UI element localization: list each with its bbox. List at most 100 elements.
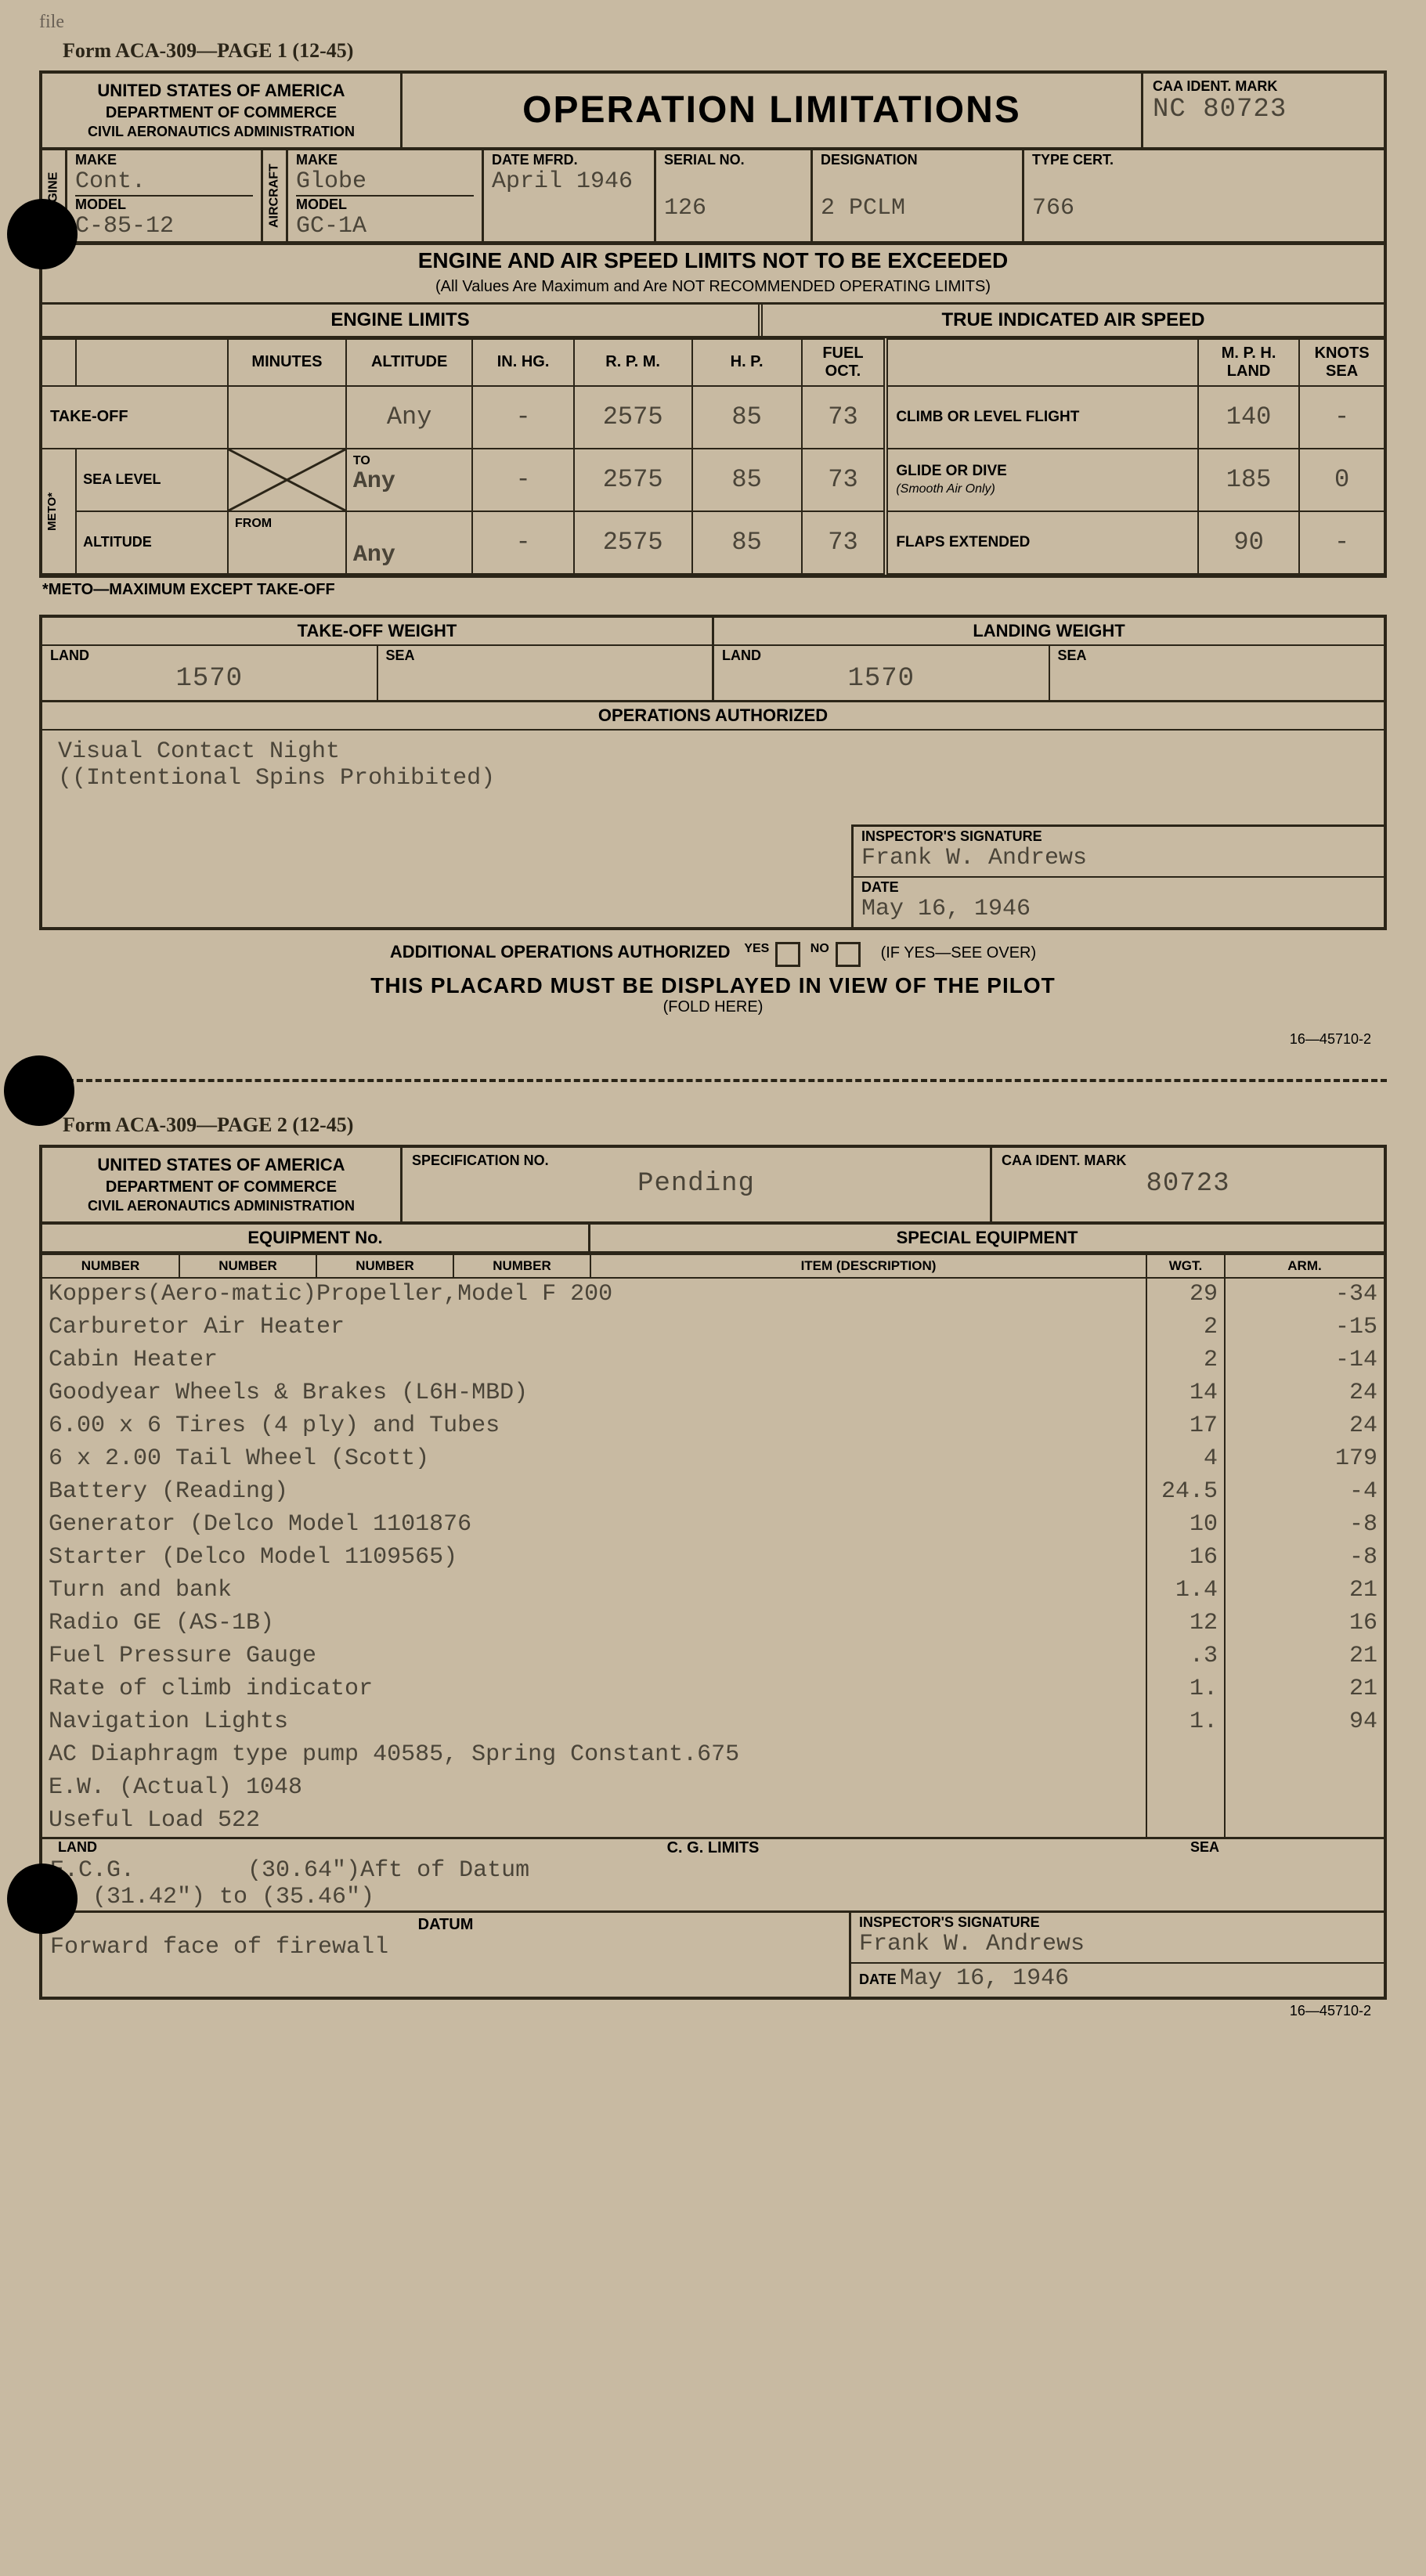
equip-desc: 6 x 2.00 Tail Wheel (Scott) [42, 1442, 1146, 1475]
takeoff-hp: 85 [692, 386, 802, 449]
date-mfrd: April 1946 [492, 168, 646, 195]
org2-line3: CIVIL AERONAUTICS ADMINISTRATION [54, 1197, 388, 1215]
no-checkbox[interactable] [836, 942, 861, 967]
equip-desc: Koppers(Aero-matic)Propeller,Model F 200 [42, 1278, 1146, 1311]
equip-wgt [1146, 1804, 1225, 1837]
land-label-2: LAND [722, 648, 1041, 664]
equip-arm [1225, 1738, 1384, 1771]
page-2: UNITED STATES OF AMERICA DEPARTMENT OF C… [39, 1145, 1387, 2000]
engine-model: C-85-12 [75, 213, 253, 240]
land-label-1: LAND [50, 648, 369, 664]
equip-desc: Starter (Delco Model 1109565) [42, 1541, 1146, 1574]
signature-box-1: INSPECTOR'S SIGNATUREFrank W. Andrews DA… [851, 824, 1384, 927]
flaps-mph: 90 [1198, 511, 1299, 574]
equip-arm: 179 [1225, 1442, 1384, 1475]
equip-wgt: 2 [1146, 1311, 1225, 1344]
cg-sea-label: SEA [1190, 1839, 1219, 1856]
equip-wgt: 4 [1146, 1442, 1225, 1475]
ops-line2: ((Intentional Spins Prohibited) [58, 765, 1368, 792]
aircraft-info-row: ENGINE MAKECont. MODELC-85-12 AIRCRAFT M… [42, 150, 1384, 245]
equip-wgt [1146, 1738, 1225, 1771]
equip-wgt: 10 [1146, 1508, 1225, 1541]
equipment-row: Goodyear Wheels & Brakes (L6H-MBD) 14 24 [42, 1376, 1384, 1409]
equipment-row: Carburetor Air Heater 2 -15 [42, 1311, 1384, 1344]
serial-value: 126 [664, 195, 803, 222]
col-item: ITEM (DESCRIPTION) [590, 1254, 1146, 1278]
equip-desc: Turn and bank [42, 1574, 1146, 1607]
org2-line1: UNITED STATES OF AMERICA [54, 1154, 388, 1177]
col-arm: ARM. [1225, 1254, 1384, 1278]
section-title: ENGINE AND AIR SPEED LIMITS NOT TO BE EX… [42, 245, 1384, 276]
aircraft-model-label: MODEL [296, 197, 474, 213]
footer-code-1: 16—45710-2 [39, 1028, 1387, 1063]
equip-arm: -15 [1225, 1311, 1384, 1344]
date-value-1: May 16, 1946 [861, 896, 1031, 922]
aircraft-make-label: MAKE [296, 152, 474, 168]
equip-arm: 94 [1225, 1705, 1384, 1738]
engine-model-label: MODEL [75, 197, 253, 213]
designation-label: DESIGNATION [821, 152, 1014, 168]
engine-make: Cont. [75, 168, 253, 195]
aircraft-model: GC-1A [296, 213, 474, 240]
fold-here: (FOLD HERE) [51, 998, 1375, 1016]
punch-hole-1 [7, 199, 78, 269]
equipment-row: Rate of climb indicator 1. 21 [42, 1672, 1384, 1705]
form-label-page1: Form ACA-309—PAGE 1 (12-45) [63, 39, 1387, 63]
equip-desc: Fuel Pressure Gauge [42, 1640, 1146, 1672]
ident-label: CAA IDENT. MARK [1153, 78, 1374, 95]
engine-make-label: MAKE [75, 152, 253, 168]
sea-inhg: - [472, 449, 573, 511]
equip-desc: Carburetor Air Heater [42, 1311, 1146, 1344]
header-row: UNITED STATES OF AMERICA DEPARTMENT OF C… [42, 74, 1384, 150]
equip-desc: Battery (Reading) [42, 1475, 1146, 1508]
climb-label: CLIMB OR LEVEL FLIGHT [886, 386, 1198, 449]
equip-arm: 24 [1225, 1376, 1384, 1409]
equipment-row: AC Diaphragm type pump 40585, Spring Con… [42, 1738, 1384, 1771]
date-value-2: May 16, 1946 [900, 1965, 1069, 1992]
equip-desc: Useful Load 522 [42, 1804, 1146, 1837]
equipment-row: Useful Load 522 [42, 1804, 1384, 1837]
no-label: NO [810, 942, 829, 955]
equip-wgt: 1. [1146, 1672, 1225, 1705]
spec-value: Pending [412, 1169, 980, 1199]
col-mph: M. P. H. LAND [1198, 339, 1299, 386]
equip-desc: Goodyear Wheels & Brakes (L6H-MBD) [42, 1376, 1146, 1409]
date-mfrd-label: DATE MFRD. [492, 152, 646, 168]
equipment-row: Koppers(Aero-matic)Propeller,Model F 200… [42, 1278, 1384, 1311]
equip-arm [1225, 1771, 1384, 1804]
equip-wgt: 29 [1146, 1278, 1225, 1311]
equip-desc: Generator (Delco Model 1101876 [42, 1508, 1146, 1541]
equip-wgt: 16 [1146, 1541, 1225, 1574]
equip-wgt: 14 [1146, 1376, 1225, 1409]
col-fuel: FUEL OCT. [802, 339, 886, 386]
equip-desc: AC Diaphragm type pump 40585, Spring Con… [42, 1738, 1146, 1771]
equip-desc: E.W. (Actual) 1048 [42, 1771, 1146, 1804]
equip-arm: -4 [1225, 1475, 1384, 1508]
takeoff-altitude: Any [346, 386, 473, 449]
equip-arm: -34 [1225, 1278, 1384, 1311]
sea-label-1: SEA [386, 648, 705, 664]
fold-line [39, 1079, 1387, 1082]
limits-table: MINUTES ALTITUDE IN. HG. R. P. M. H. P. … [42, 338, 1384, 575]
engine-limits-label: ENGINE LIMITS [42, 305, 763, 336]
sig-label-2: INSPECTOR'S SIGNATURE [859, 1914, 1040, 1930]
alt-fuel: 73 [802, 511, 886, 574]
climb-mph: 140 [1198, 386, 1299, 449]
alt-altitude: Any [353, 542, 395, 568]
sea-altitude: Any [353, 468, 395, 495]
spec-label: SPECIFICATION NO. [412, 1153, 980, 1169]
sea-level-label: SEA LEVEL [76, 449, 228, 511]
ops-line1: Visual Contact Night [58, 738, 1368, 765]
equip-wgt: .3 [1146, 1640, 1225, 1672]
equip-wgt: 2 [1146, 1344, 1225, 1376]
yes-label: YES [744, 942, 769, 955]
equipment-row: Radio GE (AS-1B) 12 16 [42, 1607, 1384, 1640]
flaps-label: FLAPS EXTENDED [886, 511, 1198, 574]
ops-auth-label: OPERATIONS AUTHORIZED [42, 702, 1384, 731]
placard-line: THIS PLACARD MUST BE DISPLAYED IN VIEW O… [51, 973, 1375, 998]
yes-checkbox[interactable] [775, 942, 800, 967]
equip-wgt: 24.5 [1146, 1475, 1225, 1508]
equipment-table: NUMBER NUMBER NUMBER NUMBER ITEM (DESCRI… [42, 1254, 1384, 1837]
alt-rpm: 2575 [574, 511, 692, 574]
equipment-row: Battery (Reading) 24.5 -4 [42, 1475, 1384, 1508]
